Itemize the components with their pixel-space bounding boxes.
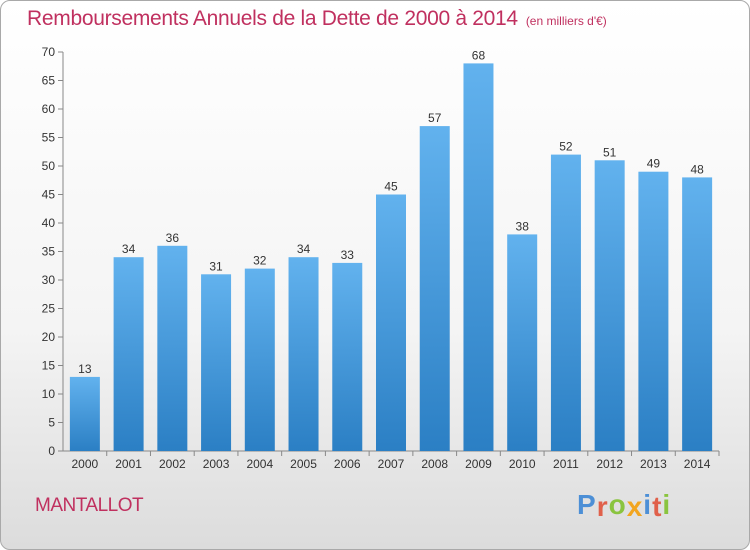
x-tick-label: 2002 xyxy=(159,457,186,471)
y-tick-label: 40 xyxy=(42,216,56,230)
bar xyxy=(201,274,232,451)
x-tick-label: 2001 xyxy=(115,457,142,471)
x-tick-label: 2009 xyxy=(465,457,492,471)
y-tick-label: 25 xyxy=(42,302,56,316)
y-tick-label: 55 xyxy=(42,131,56,145)
y-tick-label: 0 xyxy=(48,444,55,458)
logo-letter: o xyxy=(608,489,627,520)
x-tick-label: 2007 xyxy=(378,457,405,471)
bar-value-label: 51 xyxy=(603,145,617,159)
y-tick-label: 35 xyxy=(42,245,56,259)
logo-letter: r xyxy=(596,491,609,522)
bar xyxy=(157,245,188,451)
y-tick-label: 10 xyxy=(42,387,56,401)
x-tick-label: 2000 xyxy=(72,457,99,471)
chart-subtitle: (en milliers d'€) xyxy=(525,14,607,28)
bar-value-label: 57 xyxy=(428,111,442,125)
x-tick-label: 2012 xyxy=(596,457,623,471)
bar-value-label: 48 xyxy=(690,162,704,176)
bar-value-label: 13 xyxy=(78,362,92,376)
logo-letter: P xyxy=(577,489,597,520)
bar xyxy=(332,262,363,451)
y-tick-label: 30 xyxy=(42,273,56,287)
bar-value-label: 45 xyxy=(384,180,398,194)
y-tick-label: 50 xyxy=(42,159,56,173)
x-tick-label: 2004 xyxy=(246,457,273,471)
y-tick-label: 5 xyxy=(48,416,55,430)
bar-value-label: 34 xyxy=(122,242,136,256)
y-tick-label: 65 xyxy=(42,74,56,88)
logo-letter: t xyxy=(652,491,663,522)
town-name: MANTALLOT xyxy=(35,495,144,516)
bar-value-label: 33 xyxy=(341,248,355,262)
x-tick-label: 2008 xyxy=(421,457,448,471)
logo-letter: i xyxy=(662,489,672,520)
bar-value-label: 31 xyxy=(209,259,223,273)
bar xyxy=(376,194,406,451)
bar xyxy=(507,234,538,451)
bar xyxy=(463,63,494,452)
bar xyxy=(244,268,275,451)
bar-value-label: 36 xyxy=(166,231,180,245)
x-tick-label: 2006 xyxy=(334,457,361,471)
x-tick-label: 2014 xyxy=(684,457,711,471)
chart-title: Remboursements Annuels de la Dette de 20… xyxy=(27,7,607,31)
bar xyxy=(113,257,144,451)
y-tick-label: 70 xyxy=(42,45,56,59)
x-tick-label: 2013 xyxy=(640,457,667,471)
bar-value-label: 32 xyxy=(253,254,267,268)
bar xyxy=(419,126,450,451)
bar-value-label: 49 xyxy=(647,157,661,171)
bar-value-label: 34 xyxy=(297,242,311,256)
bar-value-label: 38 xyxy=(516,219,530,233)
y-tick-label: 20 xyxy=(42,330,56,344)
x-tick-label: 2011 xyxy=(553,457,579,471)
x-tick-label: 2010 xyxy=(509,457,536,471)
bar-value-label: 52 xyxy=(559,140,573,154)
bar xyxy=(550,154,581,451)
chart-bars: 13 34 36 31 32 34 33 45 57 68 38 52 51 49 48 xyxy=(69,48,713,452)
bar-value-label: 68 xyxy=(472,48,486,62)
proxiti-logo: Proxiti xyxy=(577,489,672,522)
bar xyxy=(682,177,713,451)
y-tick-label: 15 xyxy=(42,359,56,373)
logo-letter: x xyxy=(626,491,644,522)
chart-title-text: Remboursements Annuels de la Dette de 20… xyxy=(27,7,518,30)
y-tick-label: 45 xyxy=(42,188,56,202)
x-tick-label: 2005 xyxy=(290,457,317,471)
bar xyxy=(69,376,100,451)
bar xyxy=(594,160,625,452)
x-tick-label: 2003 xyxy=(203,457,230,471)
bar xyxy=(638,171,669,451)
y-tick-label: 60 xyxy=(42,102,56,116)
bar xyxy=(288,257,319,451)
logo-letter: i xyxy=(643,489,653,520)
